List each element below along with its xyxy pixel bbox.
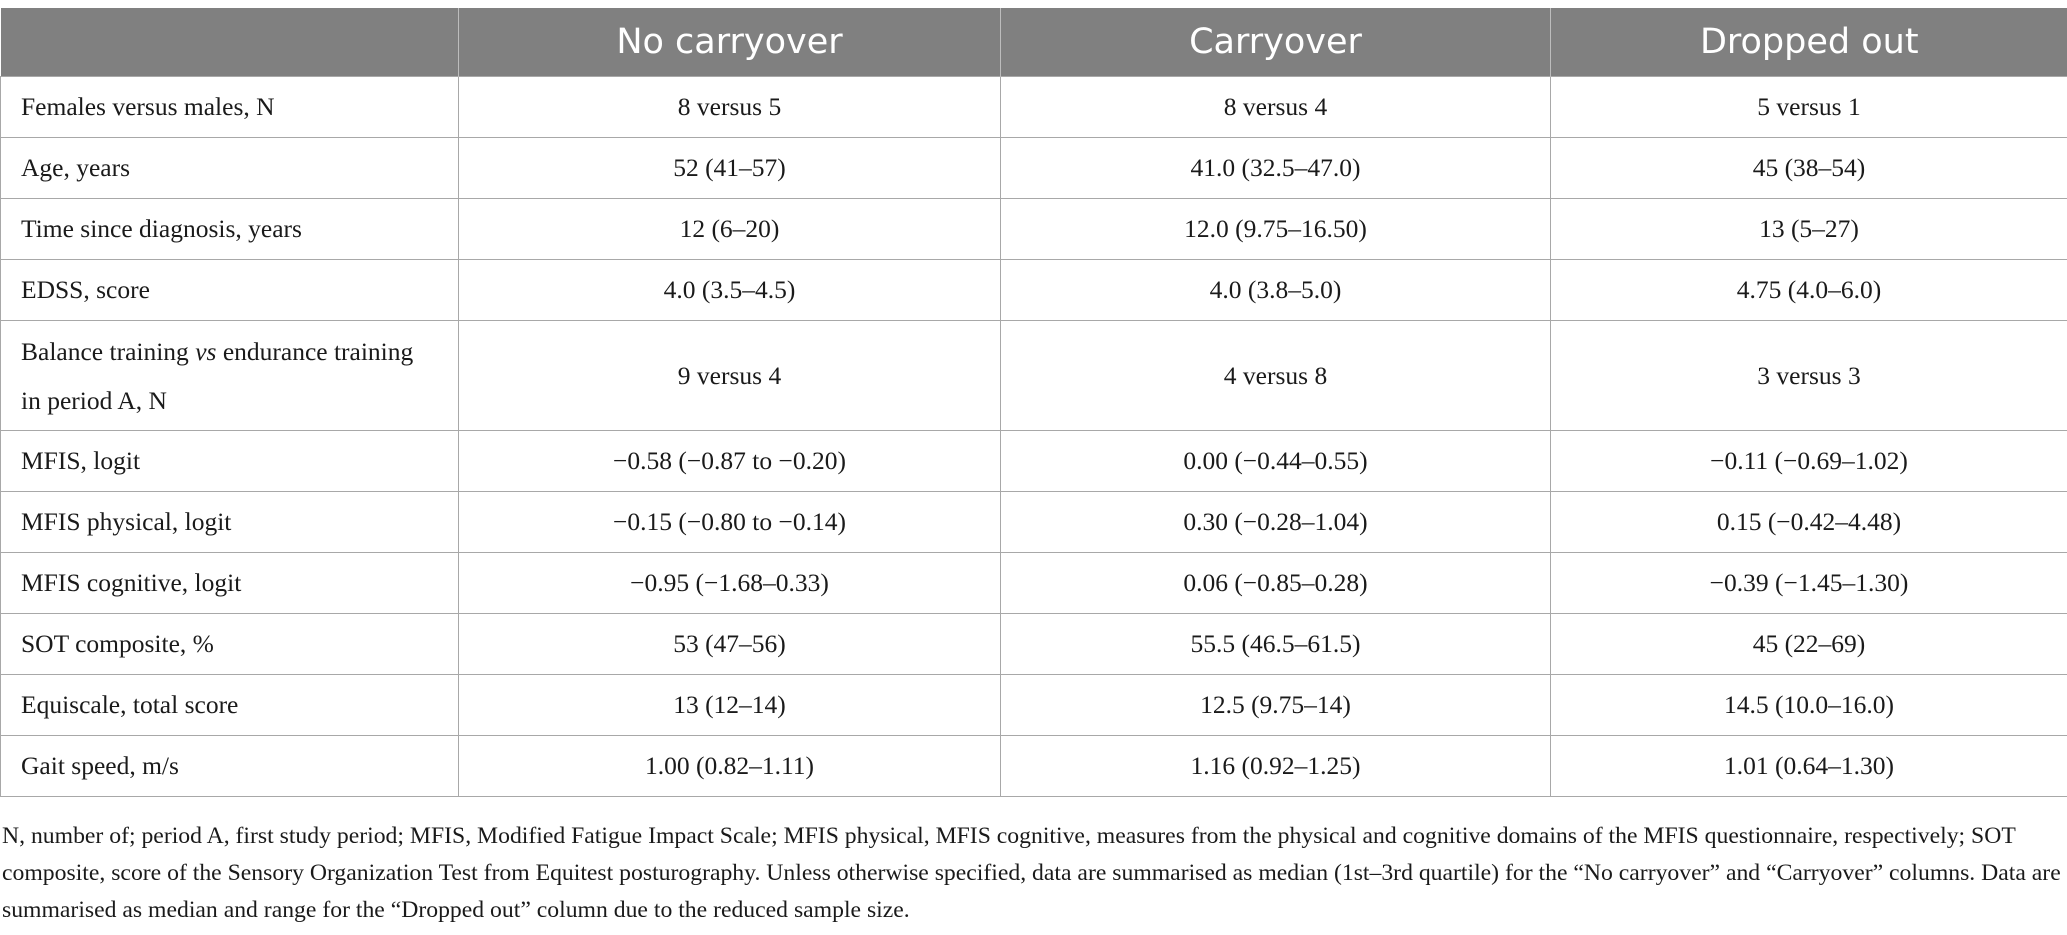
table-cell: 41.0 (32.5–47.0)	[1000, 137, 1551, 199]
row-label: Age, years	[0, 137, 459, 199]
table-cell: 12 (6–20)	[458, 198, 1001, 260]
header-cell-dropped-out: Dropped out	[1550, 8, 2067, 77]
table-cell: 13 (5–27)	[1550, 198, 2067, 260]
table-header-row: No carryover Carryover Dropped out	[0, 8, 2067, 77]
data-table-container: No carryover Carryover Dropped out Femal…	[0, 8, 2067, 797]
header-cell-label	[0, 8, 459, 77]
table-cell: 3 versus 3	[1550, 320, 2067, 431]
table-cell: 5 versus 1	[1550, 76, 2067, 138]
row-label: Time since diagnosis, years	[0, 198, 459, 260]
row-label: Gait speed, m/s	[0, 735, 459, 797]
table-cell: −0.39 (−1.45–1.30)	[1550, 552, 2067, 614]
row-label: Females versus males, N	[0, 76, 459, 138]
table-cell: 8 versus 5	[458, 76, 1001, 138]
table-cell: 1.16 (0.92–1.25)	[1000, 735, 1551, 797]
row-label: EDSS, score	[0, 259, 459, 321]
row-label: MFIS cognitive, logit	[0, 552, 459, 614]
table-cell: 12.0 (9.75–16.50)	[1000, 198, 1551, 260]
table-footnote: N, number of; period A, first study peri…	[2, 823, 2061, 923]
row-label: SOT composite, %	[0, 613, 459, 675]
table-cell: 14.5 (10.0–16.0)	[1550, 674, 2067, 736]
baseline-characteristics-table: No carryover Carryover Dropped out Femal…	[0, 8, 2067, 797]
table-cell: 52 (41–57)	[458, 137, 1001, 199]
table-row: Age, years 52 (41–57) 41.0 (32.5–47.0) 4…	[0, 137, 2067, 199]
table-cell: 55.5 (46.5–61.5)	[1000, 613, 1551, 675]
table-cell: −0.58 (−0.87 to −0.20)	[458, 430, 1001, 492]
row-label-part: endurance training in period A, N	[21, 336, 414, 415]
row-label: MFIS, logit	[0, 430, 459, 492]
table-cell: 0.00 (−0.44–0.55)	[1000, 430, 1551, 492]
table-cell: 4.75 (4.0–6.0)	[1550, 259, 2067, 321]
table-row: Balance training vs endurance training i…	[0, 320, 2067, 431]
table-row: MFIS physical, logit −0.15 (−0.80 to −0.…	[0, 491, 2067, 553]
header-cell-carryover: Carryover	[1000, 8, 1551, 77]
table-cell: 45 (22–69)	[1550, 613, 2067, 675]
row-label: MFIS physical, logit	[0, 491, 459, 553]
table-cell: 53 (47–56)	[458, 613, 1001, 675]
table-row: Equiscale, total score 13 (12–14) 12.5 (…	[0, 674, 2067, 736]
row-label-part: Balance training	[21, 336, 196, 366]
table-row: MFIS cognitive, logit −0.95 (−1.68–0.33)…	[0, 552, 2067, 614]
table-row: Time since diagnosis, years 12 (6–20) 12…	[0, 198, 2067, 260]
table-cell: −0.15 (−0.80 to −0.14)	[458, 491, 1001, 553]
table-row: MFIS, logit −0.58 (−0.87 to −0.20) 0.00 …	[0, 430, 2067, 492]
table-cell: 4.0 (3.8–5.0)	[1000, 259, 1551, 321]
table-cell: 1.01 (0.64–1.30)	[1550, 735, 2067, 797]
table-cell: 0.30 (−0.28–1.04)	[1000, 491, 1551, 553]
table-cell: 4 versus 8	[1000, 320, 1551, 431]
row-label: Balance training vs endurance training i…	[0, 320, 459, 431]
table-cell: 12.5 (9.75–14)	[1000, 674, 1551, 736]
table-row: Females versus males, N 8 versus 5 8 ver…	[0, 76, 2067, 138]
table-cell: −0.11 (−0.69–1.02)	[1550, 430, 2067, 492]
table-cell: −0.95 (−1.68–0.33)	[458, 552, 1001, 614]
row-label-emphasis: vs	[195, 336, 217, 366]
table-cell: 0.06 (−0.85–0.28)	[1000, 552, 1551, 614]
table-cell: 1.00 (0.82–1.11)	[458, 735, 1001, 797]
table-row: EDSS, score 4.0 (3.5–4.5) 4.0 (3.8–5.0) …	[0, 259, 2067, 321]
table-cell: 45 (38–54)	[1550, 137, 2067, 199]
table-cell: 8 versus 4	[1000, 76, 1551, 138]
table-cell: 4.0 (3.5–4.5)	[458, 259, 1001, 321]
header-cell-no-carryover: No carryover	[458, 8, 1001, 77]
table-cell: 13 (12–14)	[458, 674, 1001, 736]
table-cell: 0.15 (−0.42–4.48)	[1550, 491, 2067, 553]
table-row: SOT composite, % 53 (47–56) 55.5 (46.5–6…	[0, 613, 2067, 675]
table-cell: 9 versus 4	[458, 320, 1001, 431]
table-row: Gait speed, m/s 1.00 (0.82–1.11) 1.16 (0…	[0, 735, 2067, 797]
row-label: Equiscale, total score	[0, 674, 459, 736]
